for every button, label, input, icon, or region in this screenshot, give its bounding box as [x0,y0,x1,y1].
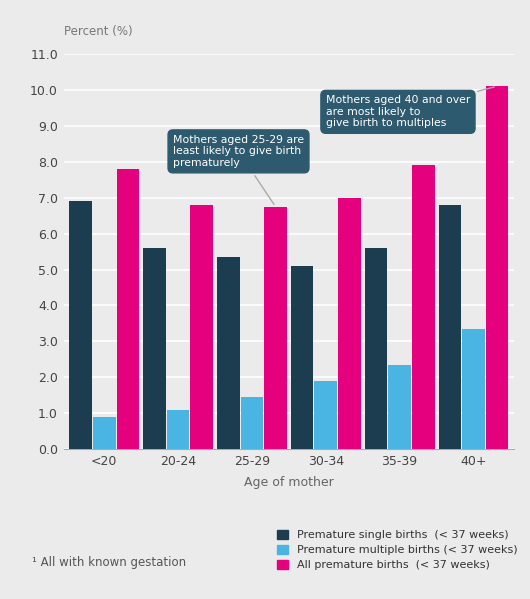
Bar [439,205,461,449]
Bar [117,169,139,449]
Bar [167,410,189,449]
Bar [241,397,263,449]
Legend: Premature single births  (< 37 weeks), Premature multiple births (< 37 weeks), A: Premature single births (< 37 weeks), Pr… [277,530,518,570]
Bar [291,266,313,449]
X-axis label: Age of mother: Age of mother [244,476,334,489]
Bar [388,365,411,449]
Bar [365,248,387,449]
Bar [412,165,435,449]
Bar [264,207,287,449]
Text: Mothers aged 25-29 are
least likely to give birth
prematurely: Mothers aged 25-29 are least likely to g… [173,135,304,204]
Bar [190,205,213,449]
Text: Mothers aged 40 and over
are most likely to
give birth to multiples: Mothers aged 40 and over are most likely… [326,87,494,128]
Bar [314,381,337,449]
Bar [143,248,166,449]
Text: ¹ All with known gestation: ¹ All with known gestation [32,556,186,569]
Bar [462,329,485,449]
Text: Percent (%): Percent (%) [64,25,132,38]
Bar [217,257,240,449]
Bar [338,198,360,449]
Bar [93,417,116,449]
Bar [486,86,508,449]
Bar [69,201,92,449]
